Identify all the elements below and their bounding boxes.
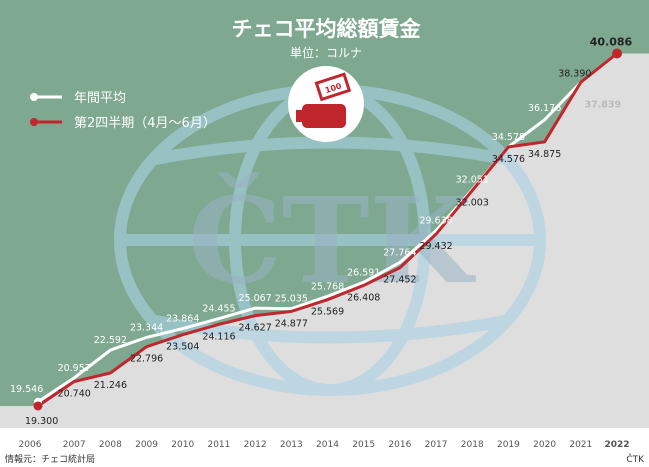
data-label-q2-2019: 34.576 [492, 154, 525, 165]
series-point-q2-start [33, 401, 43, 411]
data-label-annual-2018: 32.051 [456, 175, 489, 186]
x-tick-2013: 2013 [280, 440, 303, 450]
x-tick-2016: 2016 [388, 440, 411, 450]
wallet-money-icon: 100 [288, 66, 364, 142]
data-label-q2-2012: 24.627 [239, 323, 272, 334]
data-label-q2-2009: 22.796 [130, 354, 163, 365]
chart-subtitle: 単位：コルナ [290, 45, 362, 60]
x-tick-2011: 2011 [207, 440, 230, 450]
data-label-q2-2018: 32.003 [456, 198, 489, 209]
data-label-annual-2007: 20.957 [58, 363, 91, 374]
credit-note: ČTK [626, 453, 645, 465]
x-tick-2022: 2022 [604, 440, 629, 450]
data-label-q2-2013: 24.877 [275, 318, 308, 329]
legend-label-annual: 年間平均 [74, 91, 126, 106]
data-label-annual-2006: 19.546 [10, 384, 43, 395]
x-tick-2017: 2017 [425, 440, 448, 450]
x-tick-2010: 2010 [171, 440, 194, 450]
data-label-q2-2014: 25.569 [311, 307, 344, 318]
data-label-q2-2010: 23.504 [166, 342, 199, 353]
x-tick-2008: 2008 [99, 440, 122, 450]
data-label-q2-2020: 34.875 [528, 149, 561, 160]
data-label-q2-2011: 24.116 [202, 331, 235, 342]
x-tick-2019: 2019 [497, 440, 520, 450]
data-label-annual-2015: 26.591 [347, 267, 380, 278]
data-label-q2-2022: 40.086 [590, 35, 633, 48]
header-background [0, 0, 649, 406]
x-tick-2018: 2018 [461, 440, 484, 450]
series-point-q2-end [612, 48, 622, 59]
series-line-q2 [37, 52, 618, 408]
x-tick-2014: 2014 [316, 440, 339, 450]
x-tick-2020: 2020 [533, 440, 556, 450]
data-label-annual-2019: 34.578 [492, 132, 525, 143]
data-label-q2-2007: 20.740 [58, 389, 91, 400]
x-tick-2006: 2006 [19, 440, 42, 450]
data-label-q2-2017: 29.432 [419, 241, 452, 252]
data-label-q2-2006: 19.300 [25, 416, 58, 427]
data-label-annual-2013: 25.035 [275, 294, 308, 305]
x-tick-2021: 2021 [569, 440, 592, 450]
chart-title: チェコ平均総額賃金 [232, 17, 422, 41]
data-label-q2-2008: 21.246 [94, 380, 127, 391]
data-label-annual-2011: 24.455 [202, 304, 235, 315]
data-label-annual-2021: 37.839 [584, 100, 621, 111]
legend-item-annual: 年間平均 [30, 91, 126, 106]
data-label-annual-2012: 25.067 [239, 293, 272, 304]
data-label-annual-2009: 23.344 [130, 322, 163, 333]
data-label-q2-2016: 27.452 [383, 275, 416, 286]
data-label-q2-2015: 26.408 [347, 292, 380, 303]
legend-label-q2: 第2四半期（4月〜6月） [74, 116, 216, 131]
data-label-annual-2017: 29.638 [419, 216, 452, 227]
data-label-annual-2008: 22.592 [94, 335, 127, 346]
x-tick-2007: 2007 [63, 440, 86, 450]
legend: 年間平均 第2四半期（4月〜6月） [30, 91, 216, 131]
data-label-q2-2021: 38.390 [558, 68, 591, 79]
data-label-annual-2016: 27.764 [383, 247, 416, 258]
data-label-annual-2010: 23.864 [166, 314, 199, 325]
x-tick-2012: 2012 [244, 440, 267, 450]
data-label-annual-2014: 25.768 [311, 281, 344, 292]
x-tick-2009: 2009 [135, 440, 158, 450]
data-label-annual-2020: 36.176 [528, 103, 561, 114]
x-tick-2015: 2015 [352, 440, 375, 450]
legend-item-q2: 第2四半期（4月〜6月） [30, 116, 216, 131]
source-note: 情報元：チェコ統計局 [5, 453, 95, 465]
